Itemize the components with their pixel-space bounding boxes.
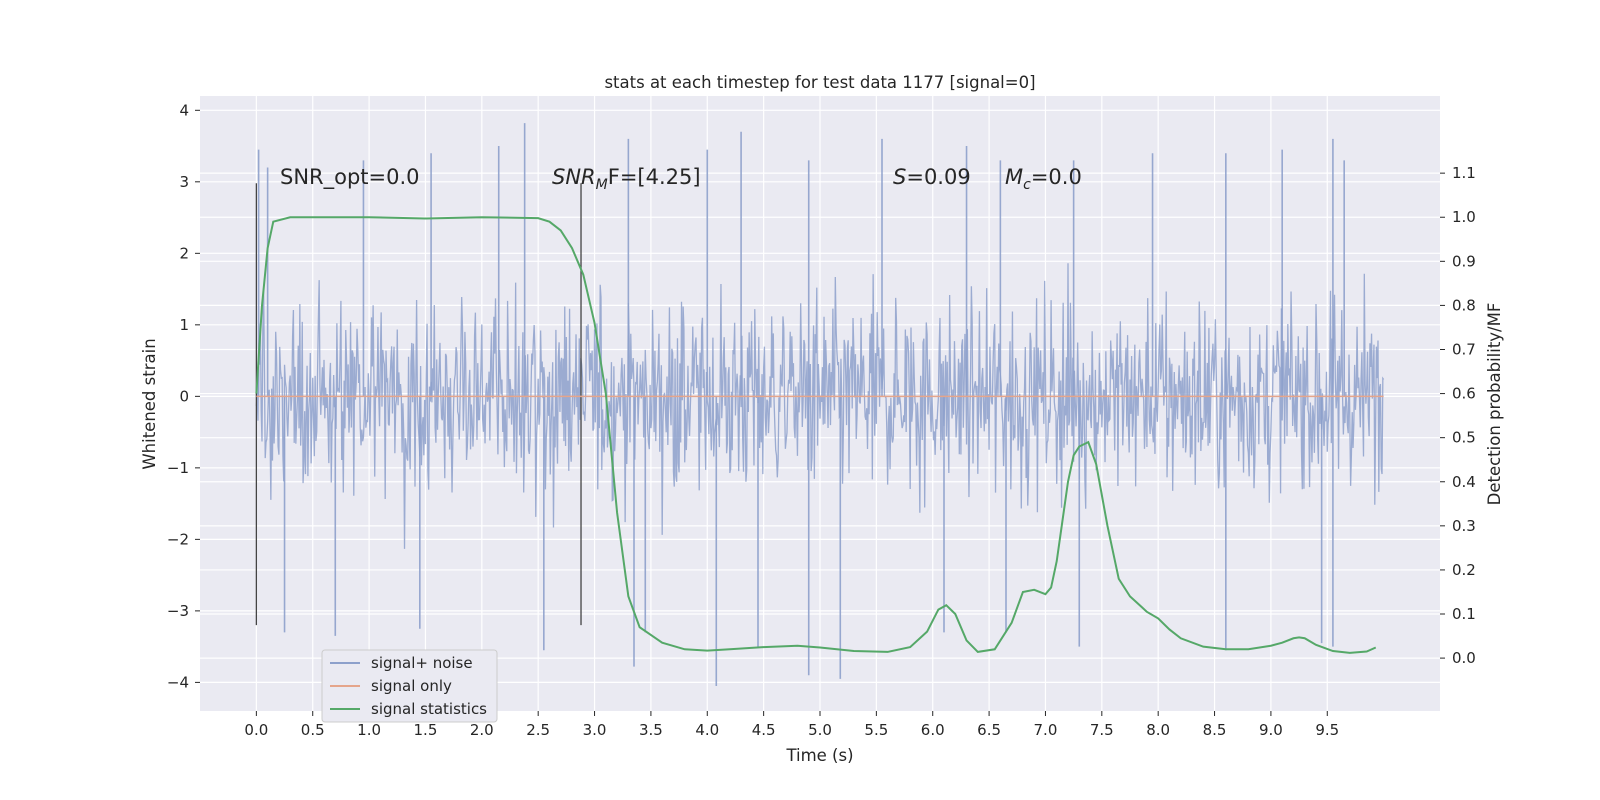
x-axis-label: Time (s) [785,746,853,765]
x-tick-label: 9.0 [1259,721,1283,739]
y-tick-label: −2 [167,530,189,548]
y-tick-label: 3 [179,173,189,191]
y2-ticks: 1.1 1.0 0.9 0.8 0.7 0.6 0.5 0.4 0.3 0.2 0.1 0.0 [1440,164,1476,667]
x-tick-label: 4.5 [752,721,776,739]
annotation-mc-subscript: c [1023,177,1031,193]
x-tick-label: 3.0 [583,721,607,739]
y-tick-label: 2 [179,244,189,262]
y2-tick-label: 0.0 [1452,649,1476,667]
vertical-markers [255,183,582,626]
legend-label-signal-noise: signal+ noise [371,654,473,672]
annotation-mc: Mc=0.0 [1005,165,1082,193]
chart-title: stats at each timestep for test data 117… [604,73,1035,92]
legend: signal+ noise signal only signal statist… [321,649,498,723]
annotation-snr-mf-italic: SNR [552,165,596,189]
x-tick-label: 8.0 [1146,721,1170,739]
x-tick-label: 2.0 [470,721,494,739]
x-tick-label: 8.5 [1203,721,1227,739]
y-tick-label: −3 [167,602,189,620]
legend-box [321,649,498,723]
x-tick-label: 4.0 [695,721,719,739]
y2-tick-label: 1.1 [1452,164,1476,182]
y2-axis-label: Detection probability/MF [1485,303,1504,506]
signal-noise-series [255,123,1385,686]
legend-label-signal-statistics: signal statistics [371,700,487,718]
y2-tick-label: 0.2 [1452,561,1476,579]
y2-tick-label: 0.7 [1452,340,1476,358]
y-axis-label: Whitened strain [140,338,159,469]
x-tick-label: 7.5 [1090,721,1114,739]
y-tick-label: 0 [179,387,189,405]
x-tick-label: 9.5 [1315,721,1339,739]
y-tick-label: −1 [167,459,189,477]
x-tick-label: 0.5 [301,721,325,739]
annotation-snr-mf-value: F=[4.25] [608,165,701,189]
annotation-snr-opt: SNR_opt=0.0 [280,165,420,190]
x-tick-label: 3.5 [639,721,663,739]
y2-tick-label: 0.4 [1452,473,1476,491]
annotation-mc-italic: M [1005,165,1023,189]
x-tick-label: 5.0 [808,721,832,739]
y2-tick-label: 0.8 [1452,296,1476,314]
x-tick-label: 5.5 [864,721,888,739]
y2-tick-label: 1.0 [1452,208,1476,226]
x-tick-label: 0.0 [244,721,268,739]
y-ticks: 4 3 2 1 0 −1 −2 −3 −4 [167,101,200,691]
annotation-mc-value: =0.0 [1031,165,1082,189]
y2-tick-label: 0.1 [1452,605,1476,623]
x-tick-label: 6.5 [977,721,1001,739]
y2-tick-label: 0.5 [1452,429,1476,447]
x-tick-label: 6.0 [921,721,945,739]
annotation-s-value: =0.09 [906,165,970,189]
annotation-s: S=0.09 [893,165,971,189]
x-tick-label: 2.5 [526,721,550,739]
signal-noise-line [255,263,1385,549]
y-tick-label: 1 [179,316,189,334]
y-tick-label: 4 [179,101,189,119]
annotation-s-italic: S [893,165,906,189]
y-tick-label: −4 [167,673,189,691]
signal-statistics-series [255,216,1377,654]
annotation-snr-mf: SNRMF=[4.25] [552,165,701,193]
y2-tick-label: 0.9 [1452,252,1476,270]
x-tick-label: 7.0 [1034,721,1058,739]
legend-label-signal-only: signal only [371,677,452,695]
annotation-snr-mf-subscript: M [596,177,608,193]
y2-tick-label: 0.6 [1452,385,1476,403]
y2-tick-label: 0.3 [1452,517,1476,535]
signal-statistics-line [255,216,1377,654]
x-ticks: 0.0 0.5 1.0 1.5 2.0 2.5 3.0 3.5 4.0 4.5 5.0 5.5 6.0 6… [244,711,1339,739]
x-tick-label: 1.5 [414,721,438,739]
x-tick-label: 1.0 [357,721,381,739]
